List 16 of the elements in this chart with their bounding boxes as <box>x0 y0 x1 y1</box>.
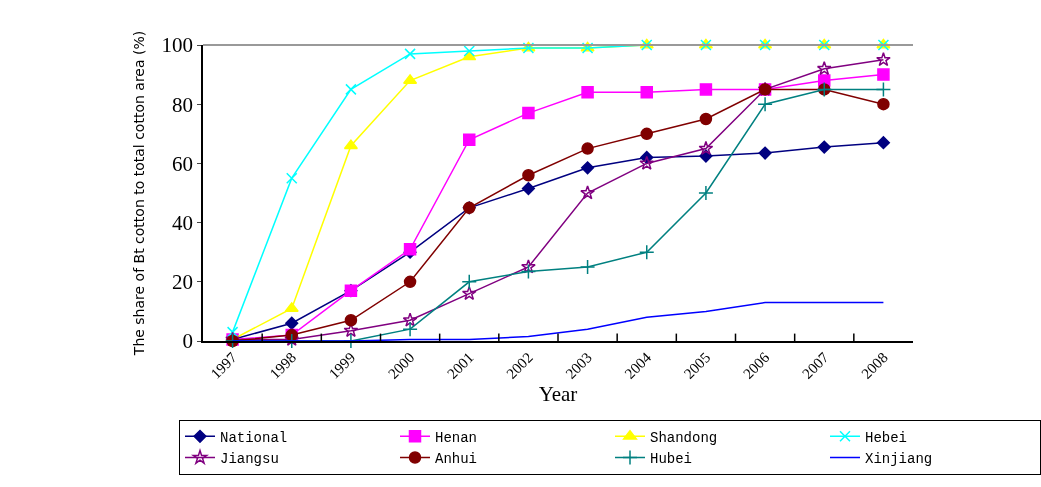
y-tick-label: 0 <box>182 329 194 354</box>
legend-label: Anhui <box>435 451 478 467</box>
legend-label: Hubei <box>650 451 693 467</box>
legend-label: Xinjiang <box>865 451 933 467</box>
legend-label: Hebei <box>865 429 908 446</box>
y-tick-label: 100 <box>161 33 194 58</box>
legend-label: Jiangsu <box>220 451 279 467</box>
y-tick-label: 60 <box>172 151 194 176</box>
y-tick-label: 20 <box>172 270 194 295</box>
x-axis-title: Year <box>538 381 578 406</box>
legend-label: National <box>220 429 288 446</box>
legend-label: Shandong <box>650 429 718 446</box>
legend-label: Henan <box>435 429 478 446</box>
y-axis-title: The share of Bt cotton to total cotton area (%) <box>130 30 147 357</box>
y-tick-label: 80 <box>172 92 194 117</box>
y-tick-label: 40 <box>172 210 194 235</box>
